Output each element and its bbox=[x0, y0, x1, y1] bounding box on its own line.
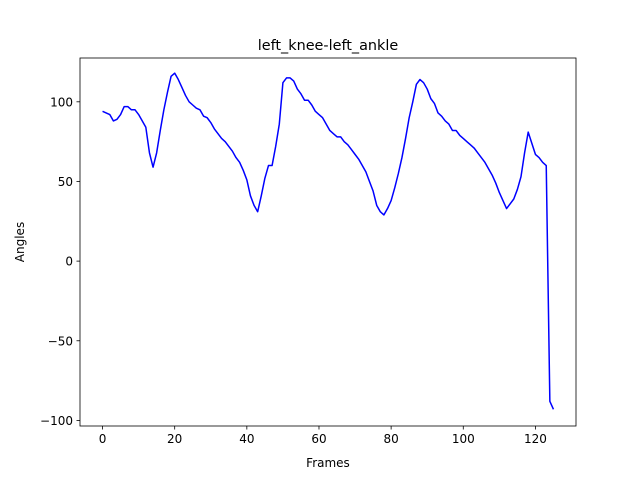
x-tick-label: 20 bbox=[167, 432, 182, 446]
y-tick-label: 50 bbox=[58, 175, 73, 189]
y-tick-label: −100 bbox=[40, 414, 73, 428]
x-tick-label: 40 bbox=[239, 432, 254, 446]
x-tick-label: 0 bbox=[99, 432, 107, 446]
axes-frame bbox=[79, 57, 577, 427]
x-axis-label: Frames bbox=[306, 456, 350, 470]
y-tick-label: −50 bbox=[48, 334, 73, 348]
y-axis-label: Angles bbox=[13, 222, 27, 262]
y-tick-label: 0 bbox=[65, 255, 73, 269]
x-tick-label: 120 bbox=[524, 432, 547, 446]
y-tick-label: 100 bbox=[50, 95, 73, 109]
x-tick-label: 100 bbox=[452, 432, 475, 446]
chart-title: left_knee-left_ankle bbox=[258, 38, 399, 54]
x-tick-label: 80 bbox=[383, 432, 398, 446]
x-tick-label: 60 bbox=[311, 432, 326, 446]
data-line bbox=[102, 72, 555, 410]
